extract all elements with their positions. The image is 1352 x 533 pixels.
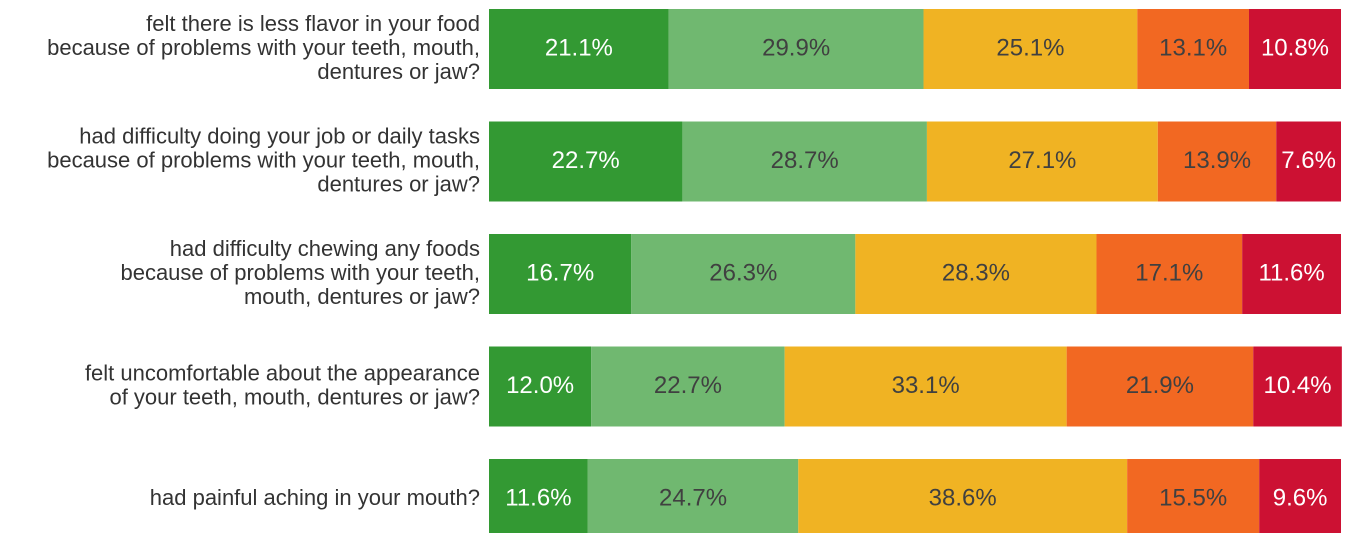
bar-segment xyxy=(668,9,924,89)
bar-segment xyxy=(1157,121,1277,202)
bar-segment xyxy=(923,9,1138,89)
value-label: 33.1% xyxy=(892,372,960,399)
bar-segment xyxy=(489,346,592,427)
category-label-line: had painful aching in your mouth? xyxy=(150,485,480,510)
category-labels: felt there is less flavor in your food be… xyxy=(47,11,480,510)
category-label-line: felt there is less flavor in your food xyxy=(146,11,480,36)
bar-segment xyxy=(682,121,927,202)
category-label-line: had difficulty chewing any foods xyxy=(170,236,480,261)
value-label: 25.1% xyxy=(996,34,1064,61)
value-label: 16.7% xyxy=(526,259,594,286)
category-label: felt uncomfortable about the appearance o… xyxy=(85,360,480,409)
category-label: had painful aching in your mouth? xyxy=(150,485,480,510)
bar-segment xyxy=(489,121,683,202)
value-label: 13.9% xyxy=(1183,147,1251,174)
category-label-line: dentures or jaw? xyxy=(317,59,480,84)
value-label: 10.8% xyxy=(1261,34,1329,61)
category-label-line: had difficulty doing your job or daily t… xyxy=(79,123,480,148)
bar-segment xyxy=(1253,346,1342,427)
bar-segment xyxy=(1096,234,1243,314)
value-label: 28.3% xyxy=(942,259,1010,286)
value-label: 17.1% xyxy=(1135,259,1203,286)
bar-segment xyxy=(784,346,1067,427)
value-label: 29.9% xyxy=(762,34,830,61)
bars xyxy=(489,9,1342,533)
category-label: felt there is less flavor in your food be… xyxy=(47,11,480,84)
bar-segment xyxy=(926,121,1158,202)
category-label-line: because of problems with your teeth, mou… xyxy=(47,147,480,172)
category-label-line: because of problems with your teeth, mou… xyxy=(47,35,480,60)
bar-segment xyxy=(631,234,856,314)
bar-segment xyxy=(489,459,588,533)
value-label: 27.1% xyxy=(1008,147,1076,174)
value-label: 13.1% xyxy=(1159,34,1227,61)
value-label: 21.1% xyxy=(545,34,613,61)
category-label-line: of your teeth, mouth, dentures or jaw? xyxy=(109,384,480,409)
value-label: 26.3% xyxy=(709,259,777,286)
category-label-line: because of problems with your teeth, xyxy=(120,260,480,285)
value-label: 15.5% xyxy=(1159,484,1227,511)
bar-segment xyxy=(1242,234,1341,314)
value-label: 28.7% xyxy=(771,147,839,174)
bar-segment xyxy=(1137,9,1249,89)
value-label: 12.0% xyxy=(506,372,574,399)
value-label: 24.7% xyxy=(659,484,727,511)
value-label: 22.7% xyxy=(654,372,722,399)
bar-segment xyxy=(798,459,1128,533)
bar-segment xyxy=(1066,346,1254,427)
value-label: 11.6% xyxy=(1258,259,1324,286)
value-label: 21.9% xyxy=(1126,372,1194,399)
bar-segment xyxy=(489,9,669,89)
value-labels: 21.1% 29.9% 25.1% 13.1% 10.8% 22.7% 28.7% 27.1%… xyxy=(505,34,1336,511)
bar-segment xyxy=(489,234,632,314)
value-label: 11.6% xyxy=(505,484,571,511)
bar-segment xyxy=(587,459,799,533)
bar-segment xyxy=(1259,459,1341,533)
category-label-line: dentures or jaw? xyxy=(317,171,480,196)
value-label: 9.6% xyxy=(1273,484,1328,511)
value-label: 38.6% xyxy=(929,484,997,511)
category-label-line: felt uncomfortable about the appearance xyxy=(85,360,480,385)
bar-segment xyxy=(1248,9,1341,89)
value-label: 7.6% xyxy=(1281,147,1336,174)
bar-segment xyxy=(855,234,1097,314)
category-label: had difficulty doing your job or daily t… xyxy=(47,123,480,196)
value-label: 10.4% xyxy=(1264,372,1332,399)
bar-segment xyxy=(591,346,785,427)
category-label: had difficulty chewing any foods because … xyxy=(120,236,480,309)
bar-segment xyxy=(1127,459,1260,533)
category-label-line: mouth, dentures or jaw? xyxy=(244,284,480,309)
bar-segment xyxy=(1276,121,1341,202)
value-label: 22.7% xyxy=(552,147,620,174)
